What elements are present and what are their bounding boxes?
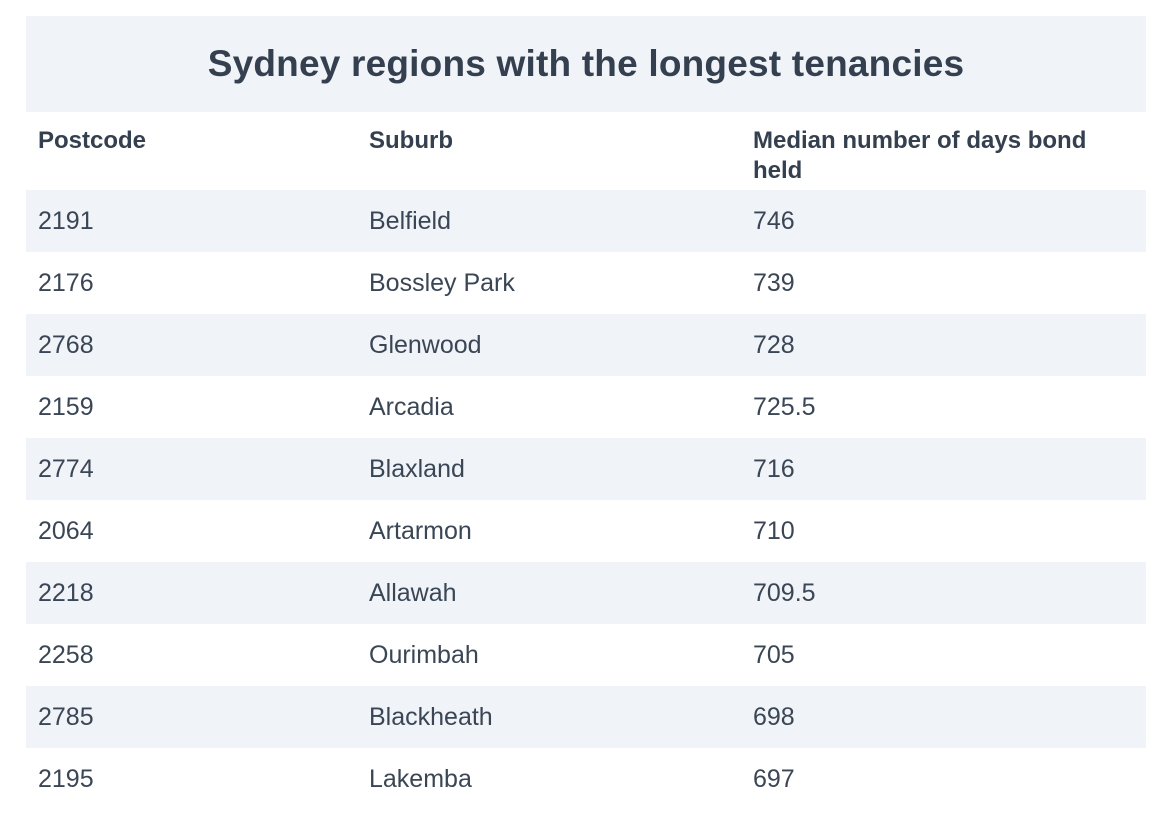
median-days-cell: 716 bbox=[741, 438, 1146, 500]
tenancy-table: Postcode Suburb Median number of days bo… bbox=[26, 112, 1146, 810]
table-row: 2159 Arcadia 725.5 bbox=[26, 376, 1146, 438]
suburb-cell: Allawah bbox=[357, 562, 741, 624]
header-row: Postcode Suburb Median number of days bo… bbox=[26, 112, 1146, 190]
median-days-cell: 728 bbox=[741, 314, 1146, 376]
median-days-cell: 697 bbox=[741, 748, 1146, 810]
table-body: 2191 Belfield 746 2176 Bossley Park 739 2768 Gl… bbox=[26, 190, 1146, 810]
suburb-cell: Bossley Park bbox=[357, 252, 741, 314]
column-header-median-days: Median number of days bond held bbox=[753, 127, 1087, 184]
suburb-cell: Blackheath bbox=[357, 686, 741, 748]
suburb-cell: Ourimbah bbox=[357, 624, 741, 686]
postcode-cell: 2785 bbox=[26, 686, 357, 748]
table-row: 2768 Glenwood 728 bbox=[26, 314, 1146, 376]
postcode-cell: 2159 bbox=[26, 376, 357, 438]
column-header-suburb: Suburb bbox=[369, 127, 453, 154]
suburb-cell: Glenwood bbox=[357, 314, 741, 376]
median-days-cell: 739 bbox=[741, 252, 1146, 314]
median-days-cell: 725.5 bbox=[741, 376, 1146, 438]
table-row: 2195 Lakemba 697 bbox=[26, 748, 1146, 810]
suburb-cell: Belfield bbox=[357, 190, 741, 252]
table-row: 2191 Belfield 746 bbox=[26, 190, 1146, 252]
table-row: 2064 Artarmon 710 bbox=[26, 500, 1146, 562]
postcode-cell: 2774 bbox=[26, 438, 357, 500]
column-header-postcode: Postcode bbox=[38, 127, 147, 154]
suburb-cell: Lakemba bbox=[357, 748, 741, 810]
postcode-cell: 2258 bbox=[26, 624, 357, 686]
postcode-cell: 2218 bbox=[26, 562, 357, 624]
table-row: 2176 Bossley Park 739 bbox=[26, 252, 1146, 314]
suburb-cell: Blaxland bbox=[357, 438, 741, 500]
table-title-bar: Sydney regions with the longest tenancie… bbox=[26, 16, 1146, 112]
median-days-cell: 705 bbox=[741, 624, 1146, 686]
table-row: 2785 Blackheath 698 bbox=[26, 686, 1146, 748]
postcode-cell: 2064 bbox=[26, 500, 357, 562]
median-days-cell: 698 bbox=[741, 686, 1146, 748]
tenancy-table-container: Sydney regions with the longest tenancie… bbox=[26, 16, 1146, 810]
table-row: 2218 Allawah 709.5 bbox=[26, 562, 1146, 624]
median-days-cell: 746 bbox=[741, 190, 1146, 252]
table-header: Postcode Suburb Median number of days bo… bbox=[26, 112, 1146, 190]
table-row: 2258 Ourimbah 705 bbox=[26, 624, 1146, 686]
median-days-cell: 709.5 bbox=[741, 562, 1146, 624]
median-days-cell: 710 bbox=[741, 500, 1146, 562]
suburb-cell: Artarmon bbox=[357, 500, 741, 562]
table-title: Sydney regions with the longest tenancie… bbox=[207, 43, 965, 84]
postcode-cell: 2195 bbox=[26, 748, 357, 810]
table-row: 2774 Blaxland 716 bbox=[26, 438, 1146, 500]
postcode-cell: 2176 bbox=[26, 252, 357, 314]
suburb-cell: Arcadia bbox=[357, 376, 741, 438]
postcode-cell: 2768 bbox=[26, 314, 357, 376]
postcode-cell: 2191 bbox=[26, 190, 357, 252]
